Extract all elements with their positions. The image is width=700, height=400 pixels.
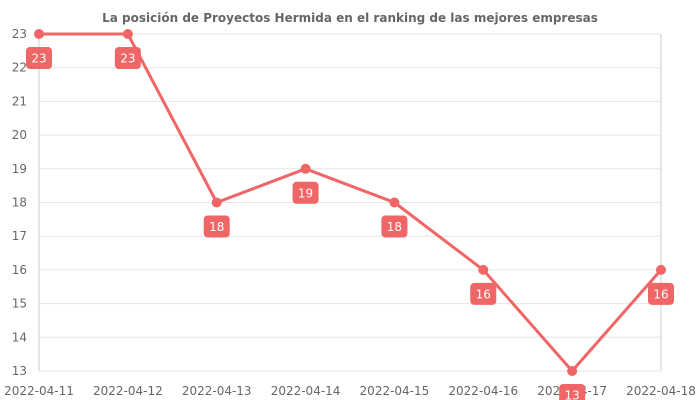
data-label-text: 23 bbox=[31, 52, 46, 66]
series-line bbox=[37, 32, 663, 373]
data-label: 18 bbox=[381, 215, 408, 238]
data-label-text: 23 bbox=[120, 52, 135, 66]
x-axis: 2022-04-11 2022-04-12 2022-04-13 2022-04-14… bbox=[4, 384, 696, 398]
y-tick-label: 22 bbox=[12, 61, 27, 75]
data-point bbox=[211, 197, 222, 208]
y-tick-label: 16 bbox=[12, 263, 27, 277]
data-label: 19 bbox=[292, 181, 319, 204]
data-label-box bbox=[470, 282, 497, 305]
data-label: 18 bbox=[203, 215, 230, 238]
data-labels: 23 23 18 19 18 16 13 16 bbox=[26, 47, 674, 400]
y-tick-label: 19 bbox=[12, 162, 27, 176]
data-label: 16 bbox=[648, 282, 674, 305]
data-label-text: 16 bbox=[476, 287, 491, 301]
data-label: 16 bbox=[470, 282, 497, 305]
x-tick-label: 2022-04-13 bbox=[182, 384, 252, 398]
y-tick-label: 15 bbox=[12, 297, 27, 311]
data-label-text: 19 bbox=[298, 186, 313, 200]
data-points bbox=[34, 29, 666, 376]
data-label-box bbox=[26, 47, 52, 69]
data-label: 13 bbox=[559, 384, 586, 400]
data-point bbox=[656, 264, 666, 275]
y-tick-label: 13 bbox=[12, 364, 27, 378]
chart-title: La posición de Proyectos Hermida en el r… bbox=[102, 11, 598, 25]
data-label-box bbox=[559, 384, 586, 400]
data-label: 23 bbox=[26, 47, 52, 69]
data-label-text: 18 bbox=[387, 220, 402, 234]
data-point bbox=[478, 264, 489, 275]
data-label-box bbox=[114, 47, 141, 69]
data-point bbox=[389, 197, 400, 208]
y-tick-label: 18 bbox=[12, 196, 27, 210]
data-point bbox=[567, 366, 578, 376]
y-tick-label: 17 bbox=[12, 229, 27, 243]
data-label: 23 bbox=[114, 47, 141, 69]
x-tick-label: 2022-04-15 bbox=[360, 384, 430, 398]
x-tick-label: 2022-04-11 bbox=[4, 384, 74, 398]
data-point bbox=[122, 29, 133, 39]
data-label-box bbox=[648, 282, 674, 305]
y-tick-label: 21 bbox=[12, 94, 27, 108]
y-axis: 13 14 15 16 17 18 19 20 21 22 23 bbox=[12, 27, 27, 378]
data-label-text: 13 bbox=[565, 389, 580, 400]
series-line-group bbox=[37, 32, 663, 373]
data-label-text: 16 bbox=[653, 287, 668, 301]
data-label-box bbox=[381, 215, 408, 238]
y-tick-label: 20 bbox=[12, 128, 27, 142]
data-label-text: 18 bbox=[209, 220, 224, 234]
y-tick-label: 14 bbox=[12, 330, 27, 344]
y-tick-label: 23 bbox=[12, 27, 27, 41]
x-tick-label: 2022-04-18 bbox=[626, 384, 696, 398]
x-tick-label: 2022-04-16 bbox=[448, 384, 518, 398]
data-point bbox=[34, 29, 44, 39]
x-tick-label: 2022-04-12 bbox=[93, 384, 163, 398]
data-label-box bbox=[292, 181, 319, 204]
data-label-box bbox=[203, 215, 230, 238]
grid-lines bbox=[38, 33, 662, 372]
data-point bbox=[300, 163, 311, 174]
x-tick-label: 2022-04-14 bbox=[271, 384, 341, 398]
